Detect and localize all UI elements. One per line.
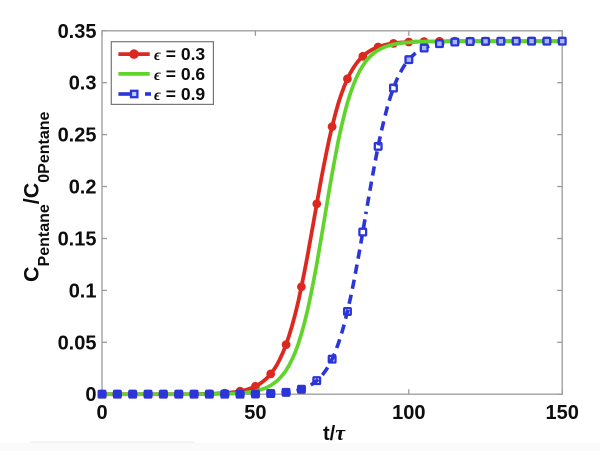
svg-text:0.35: 0.35 [58, 21, 97, 43]
svg-text:0.2: 0.2 [69, 177, 97, 199]
svg-text:150: 150 [546, 402, 579, 424]
svg-text:ϵ = 0.9: ϵ = 0.9 [154, 84, 205, 104]
svg-text:50: 50 [244, 402, 266, 424]
svg-text:0.25: 0.25 [58, 125, 97, 147]
svg-text:0.05: 0.05 [58, 332, 97, 354]
svg-text:ϵ = 0.6: ϵ = 0.6 [154, 64, 205, 84]
svg-text:0.15: 0.15 [58, 229, 97, 251]
svg-text:ϵ = 0.3: ϵ = 0.3 [154, 44, 205, 64]
svg-text:t/τ: t/τ [323, 420, 346, 445]
svg-text:0: 0 [96, 402, 107, 424]
svg-text:0.1: 0.1 [69, 280, 97, 302]
svg-text:100: 100 [392, 402, 425, 424]
svg-text:0: 0 [85, 384, 96, 406]
svg-text:0.3: 0.3 [69, 73, 97, 95]
